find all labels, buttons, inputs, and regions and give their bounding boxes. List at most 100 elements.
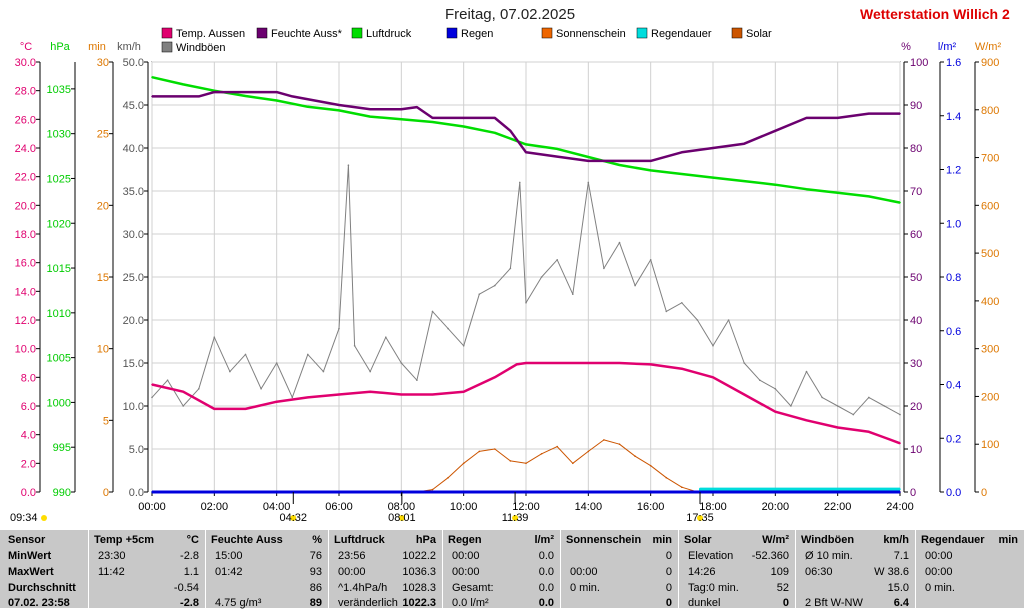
stat-cell-value: 0 [782, 597, 789, 609]
data-point-windb-en [727, 319, 730, 321]
stat-cell-label: 23:56 [338, 550, 366, 562]
noon-sun-icon [512, 515, 519, 521]
data-point-temp-aussen [431, 393, 434, 396]
stat-column-unit: min [998, 534, 1018, 546]
humidity-tick-label: 60 [910, 229, 922, 241]
stat-row-label: Sensor [8, 534, 46, 546]
x-tick-label: 10:00 [450, 501, 478, 513]
stat-column-title: Windböen [801, 534, 855, 546]
pressure-tick-label: 1035 [47, 84, 71, 96]
x-tick-label: 08:00 [388, 501, 416, 513]
legend-label: Regen [461, 28, 493, 40]
rain-tick-label: 0.0 [946, 487, 961, 499]
stat-column-separator [560, 530, 561, 608]
stat-row-label: 07.02. 23:58 [8, 597, 70, 609]
legend-label: Solar [746, 28, 772, 40]
data-point-luftdruck [244, 95, 247, 97]
data-point-temp-aussen [883, 436, 886, 439]
humidity-tick-label: 30 [910, 358, 922, 370]
data-point-windb-en [198, 388, 200, 390]
data-point-solar [587, 450, 590, 453]
series-line-solar [152, 439, 900, 493]
data-point-temp-aussen [307, 396, 309, 399]
data-point-windb-en [868, 396, 870, 399]
x-tick-label: 12:00 [512, 501, 540, 513]
data-point-temp-aussen [494, 376, 496, 379]
stat-cell-label: 06:30 [805, 566, 833, 578]
stat-column-unit: hPa [415, 534, 436, 546]
stat-cell-label: 00:00 [925, 566, 953, 578]
data-point-windb-en [353, 345, 356, 347]
pressure-tick-label: 1005 [47, 353, 71, 365]
data-point-feuchte-auss [151, 95, 153, 98]
data-point-solar [618, 443, 621, 446]
legend-swatch [256, 27, 268, 39]
legend-swatch [351, 27, 363, 39]
legend-label: Feuchte Auss* [271, 28, 343, 40]
stat-column-title: Feuchte Auss [211, 534, 283, 546]
stat-cell-label: dunkel [688, 597, 721, 609]
pressure-tick-label: 990 [53, 487, 71, 499]
stat-column-separator [442, 530, 443, 608]
data-point-temp-aussen [649, 363, 652, 366]
data-point-temp-aussen [151, 383, 153, 386]
stat-cell-label: Ø 10 min. [805, 550, 853, 562]
data-point-luftdruck [743, 180, 745, 182]
stat-cell-value: 0 [665, 566, 672, 578]
pressure-tick-label: 1015 [47, 263, 71, 275]
stat-cell-value: 6.4 [893, 597, 909, 609]
data-point-feuchte-auss [431, 117, 434, 119]
stat-cell-label: 15:00 [215, 550, 243, 562]
minutes-tick-label: 5 [103, 415, 109, 427]
stat-column-unit: W/m² [762, 534, 789, 546]
temp-tick-label: 24.0 [15, 143, 36, 155]
data-point-windb-en [213, 336, 216, 339]
data-point-temp-aussen [369, 390, 372, 393]
solar-tick-label: 500 [981, 248, 999, 260]
solar-tick-label: 0 [981, 487, 987, 499]
stat-cell-value: 0 [665, 550, 672, 562]
stat-cell-label: 0 min. [925, 582, 955, 594]
data-point-solar [509, 460, 512, 462]
stat-column-separator [915, 530, 916, 608]
sun-icon [41, 515, 47, 521]
data-point-windb-en [572, 293, 574, 296]
data-point-feuchte-auss [836, 117, 839, 119]
pressure-tick-label: 1025 [47, 173, 71, 185]
data-point-feuchte-auss [338, 104, 340, 106]
stat-column-title: Luftdruck [334, 534, 385, 546]
x-tick-label: 02:00 [201, 501, 229, 513]
data-point-temp-aussen [743, 393, 745, 396]
data-point-regen [899, 491, 901, 493]
data-point-windb-en [260, 388, 262, 390]
data-point-regendauer [899, 488, 901, 490]
data-point-windb-en [821, 396, 823, 399]
data-point-solar [556, 445, 558, 448]
stat-column-unit: min [652, 534, 672, 546]
rain-tick-label: 1.2 [946, 165, 961, 177]
stat-cell-label: Tag:0 min. [688, 582, 739, 594]
stat-cell-value: 0.0 [538, 550, 554, 562]
stat-cell-label: veränderlich [338, 597, 398, 609]
data-point-luftdruck [369, 115, 372, 118]
data-point-temp-aussen [182, 390, 184, 393]
data-point-windb-en [400, 362, 403, 364]
stat-column-separator [88, 530, 89, 608]
rain-tick-label: 1.0 [946, 218, 961, 230]
data-point-luftdruck [774, 183, 777, 186]
stat-column-title: Sonnenschein [566, 534, 642, 546]
data-point-windb-en [182, 405, 184, 407]
stat-column-title: Temp +5cm [94, 534, 155, 546]
pressure-tick-label: 1010 [47, 308, 71, 320]
data-point-temp-aussen [774, 410, 777, 413]
data-point-windb-en [275, 362, 278, 364]
data-point-solar [681, 486, 683, 489]
stat-cell-value: 1.1 [183, 566, 199, 578]
minutes-tick-label: 25 [97, 129, 109, 141]
data-point-windb-en [229, 370, 231, 373]
temp-tick-label: 26.0 [15, 114, 36, 126]
temp-tick-label: 18.0 [15, 229, 36, 241]
sunset-time-label: 17:35 [686, 512, 714, 524]
data-point-solar [431, 488, 434, 491]
data-point-windb-en [743, 362, 745, 364]
